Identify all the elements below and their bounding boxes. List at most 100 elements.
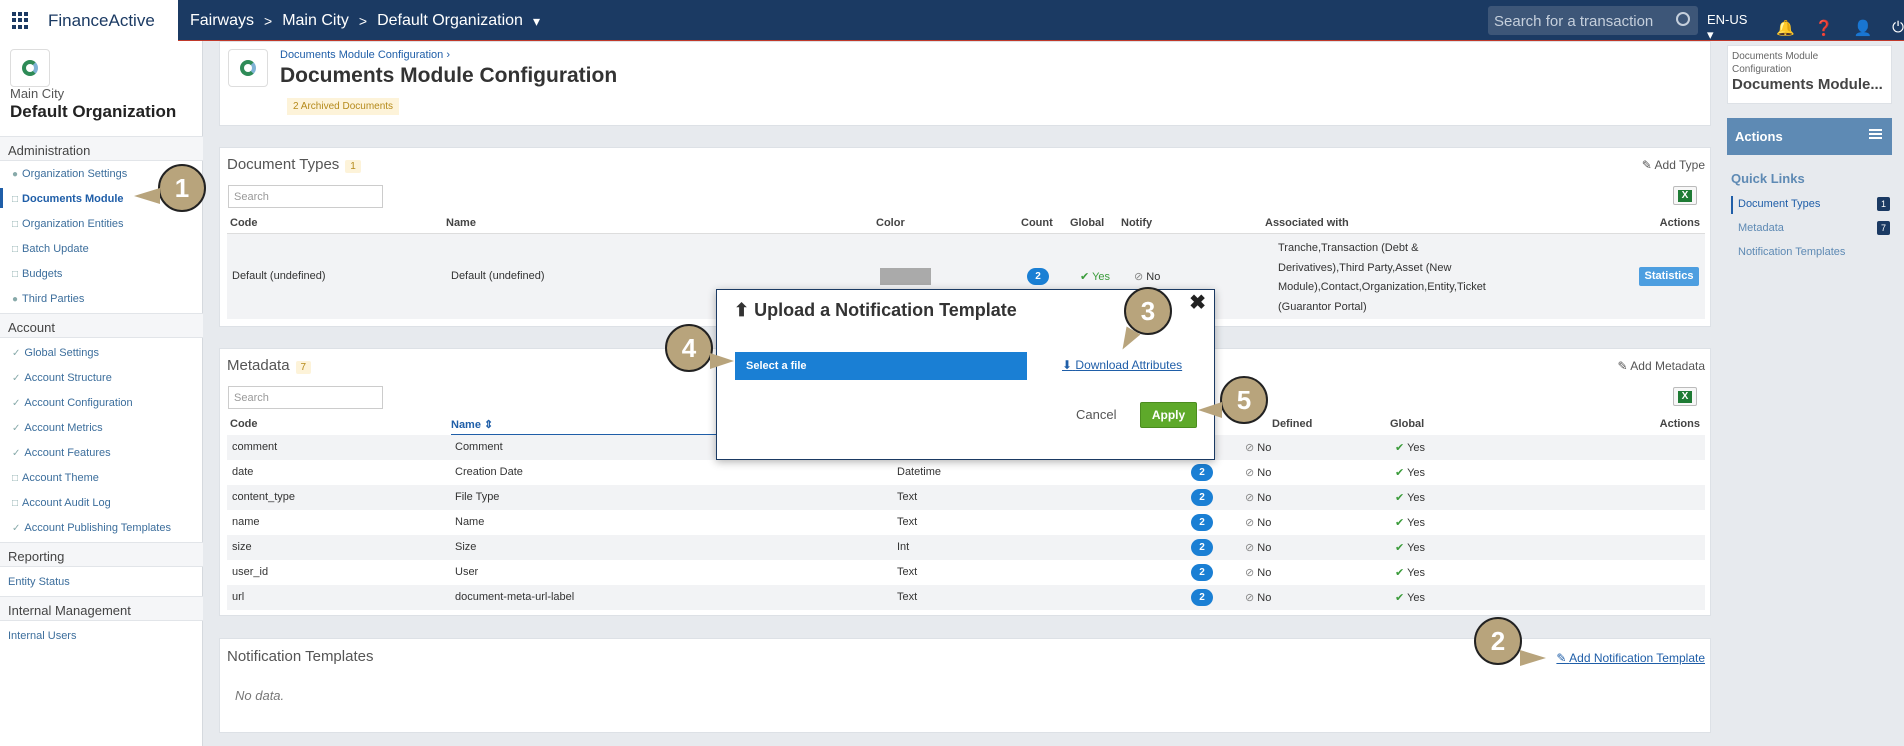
apps-grid-icon[interactable]	[12, 11, 30, 30]
page-breadcrumb[interactable]: Documents Module Configuration ›	[280, 49, 450, 61]
sidebar-item-account-features[interactable]: ✓ Account Features	[12, 447, 111, 459]
defined-value: No	[1257, 442, 1272, 454]
callout-2: 2	[1474, 617, 1522, 665]
add-notification-template-button[interactable]: ✎ Add Notification Template	[1556, 651, 1705, 665]
sidebar-item-entity-status[interactable]: Entity Status	[8, 576, 70, 588]
crumb-city[interactable]: Main City	[282, 12, 349, 29]
user-icon: ●	[12, 168, 19, 180]
metadata-panel: Metadata 7 ✎ Add Metadata Search X Code N…	[219, 348, 1711, 616]
col-code[interactable]: Code	[230, 217, 258, 229]
download-attributes-link[interactable]: ⬇ Download Attributes	[1062, 358, 1182, 372]
count-pill[interactable]: 2	[1191, 589, 1213, 606]
right-breadcrumb-line: Configuration	[1732, 64, 1792, 75]
edit-icon: ✎	[1556, 651, 1567, 665]
sidebar-item-account-metrics[interactable]: ✓ Account Metrics	[12, 422, 103, 434]
col-defined[interactable]: Defined	[1272, 418, 1313, 430]
transaction-search-input[interactable]: Search for a transaction	[1488, 6, 1698, 35]
col-actions: Actions	[1659, 418, 1700, 430]
quick-link-metadata[interactable]: Metadata	[1738, 222, 1784, 234]
help-icon[interactable]: ❓	[1814, 19, 1834, 37]
document-types-title: Document Types 1	[227, 156, 361, 173]
quick-link-active-indicator	[1731, 196, 1733, 214]
crumb-fairways[interactable]: Fairways	[190, 12, 255, 29]
brush-icon: □	[12, 472, 19, 484]
batch-icon: □	[12, 243, 19, 255]
col-code[interactable]: Code	[230, 418, 258, 430]
count-pill[interactable]: 2	[1191, 489, 1213, 506]
user-icon[interactable]: 👤	[1853, 19, 1873, 37]
quick-link-notification-templates[interactable]: Notification Templates	[1738, 246, 1846, 258]
count-pill[interactable]: 2	[1191, 564, 1213, 581]
cell-global: ✔ Yes	[1395, 442, 1426, 454]
sidebar-item-internal-users[interactable]: Internal Users	[8, 630, 76, 642]
count-pill[interactable]: 2	[1027, 268, 1049, 285]
close-icon[interactable]: ✖	[1189, 292, 1206, 314]
sidebar-item-account-publishing-templates[interactable]: ✓ Account Publishing Templates	[12, 522, 171, 534]
sidebar-item-account-audit-log[interactable]: □ Account Audit Log	[12, 497, 111, 509]
sidebar-item-organization-entities[interactable]: □ Organization Entities	[12, 218, 124, 230]
sidebar-item-label: Batch Update	[22, 243, 89, 255]
actions-menu-button[interactable]: Actions	[1727, 118, 1892, 155]
sidebar-item-documents-module[interactable]: □ Documents Module	[12, 193, 124, 205]
power-icon[interactable]: ⏻	[1892, 19, 1904, 36]
top-breadcrumb: Fairways > Main City > Default Organizat…	[190, 12, 540, 30]
sidebar-item-global-settings[interactable]: ✓ Global Settings	[12, 347, 99, 359]
count-badge: 1	[345, 160, 361, 173]
sidebar-item-budgets[interactable]: □ Budgets	[12, 268, 62, 280]
chevron-down-icon[interactable]: ▾	[532, 12, 540, 29]
col-name-sorted[interactable]: Name ⇕	[451, 418, 493, 431]
cell-code: size	[232, 541, 252, 553]
cell-associated: Tranche,Transaction (Debt & Derivatives)…	[1278, 239, 1486, 317]
count-pill[interactable]: 2	[1191, 514, 1213, 531]
sidebar-item-batch-update[interactable]: □ Batch Update	[12, 243, 89, 255]
language-select[interactable]: EN-US ▾	[1707, 12, 1748, 42]
quick-link-document-types[interactable]: Document Types	[1738, 198, 1821, 210]
table-row: user_id User Text 2 ⊘ No ✔ Yes	[227, 560, 1705, 585]
document-types-search-input[interactable]: Search	[228, 185, 383, 208]
add-type-button[interactable]: ✎ Add Type	[1642, 158, 1705, 172]
sort-icon: ⇕	[484, 419, 494, 431]
crumb-org[interactable]: Default Organization	[377, 12, 523, 29]
page-logo-icon	[228, 49, 268, 87]
cell-code: date	[232, 466, 254, 478]
excel-export-icon[interactable]: X	[1673, 387, 1697, 406]
sidebar-item-account-theme[interactable]: □ Account Theme	[12, 472, 99, 484]
col-name[interactable]: Name	[446, 217, 476, 229]
sidebar-item-account-structure[interactable]: ✓ Account Structure	[12, 372, 112, 384]
select-file-button[interactable]: Select a file	[735, 352, 1027, 380]
page-header-panel: Documents Module Configuration › Documen…	[219, 41, 1711, 126]
excel-export-icon[interactable]: X	[1673, 186, 1697, 205]
col-global[interactable]: Global	[1390, 418, 1425, 430]
search-icon[interactable]	[1676, 12, 1690, 26]
document-icon: □	[12, 193, 19, 205]
edit-icon: ✎	[1641, 158, 1652, 172]
col-notify[interactable]: Notify	[1121, 217, 1153, 229]
archived-documents-badge[interactable]: 2 Archived Documents	[287, 98, 400, 115]
metadata-search-input[interactable]: Search	[228, 386, 383, 409]
sidebar-item-third-parties[interactable]: ● Third Parties	[12, 293, 84, 305]
global-value: Yes	[1407, 567, 1426, 579]
count-pill[interactable]: 2	[1191, 539, 1213, 556]
statistics-button[interactable]: Statistics	[1639, 267, 1699, 286]
col-associated[interactable]: Associated with	[1265, 217, 1349, 229]
global-value: Yes	[1092, 271, 1111, 283]
count-pill[interactable]: 2	[1191, 464, 1213, 481]
col-global[interactable]: Global	[1070, 217, 1105, 229]
cell-name: Comment	[455, 441, 503, 453]
col-name-label: Name	[451, 419, 481, 431]
sidebar-item-organization-settings[interactable]: ● Organization Settings	[12, 168, 127, 180]
cancel-button[interactable]: Cancel	[1076, 407, 1117, 422]
cell-type: Text	[897, 516, 918, 528]
col-count[interactable]: Count	[1021, 217, 1053, 229]
bell-icon[interactable]: 🔔	[1776, 19, 1795, 37]
sidebar-city: Main City	[10, 86, 65, 101]
sidebar-item-account-configuration[interactable]: ✓ Account Configuration	[12, 397, 133, 409]
add-metadata-button[interactable]: ✎ Add Metadata	[1618, 359, 1705, 373]
cell-name: Name	[455, 516, 485, 528]
app-logo[interactable]: FinanceActive	[48, 10, 155, 30]
col-color[interactable]: Color	[876, 217, 905, 229]
notification-templates-title: Notification Templates	[227, 648, 374, 665]
apply-button[interactable]: Apply	[1140, 402, 1197, 428]
page-breadcrumb-label: Documents Module Configuration	[280, 49, 444, 61]
cell-defined: ⊘ No	[1245, 542, 1272, 554]
